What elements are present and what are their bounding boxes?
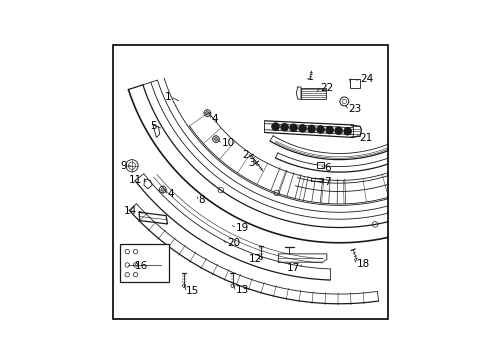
Bar: [120, 244, 168, 282]
Text: 19: 19: [235, 222, 248, 233]
Circle shape: [280, 123, 288, 131]
Text: 11: 11: [129, 175, 142, 185]
Text: 8: 8: [198, 195, 204, 205]
Text: 7: 7: [324, 177, 330, 187]
Text: 4: 4: [211, 114, 218, 123]
Bar: [300, 87, 325, 99]
Text: 15: 15: [186, 286, 199, 296]
Text: 9: 9: [121, 161, 127, 171]
Circle shape: [343, 127, 351, 135]
Text: 18: 18: [356, 258, 369, 269]
Bar: [316, 162, 324, 168]
Text: 10: 10: [221, 138, 234, 148]
Text: 22: 22: [320, 83, 333, 93]
Text: 12: 12: [248, 254, 261, 264]
Text: 24: 24: [359, 74, 373, 84]
Text: 21: 21: [359, 133, 372, 143]
Text: 5: 5: [150, 121, 157, 131]
Text: 6: 6: [324, 163, 330, 174]
Text: 14: 14: [124, 206, 137, 216]
Circle shape: [271, 123, 279, 131]
Text: 2: 2: [242, 150, 249, 159]
Circle shape: [307, 125, 315, 133]
Text: 16: 16: [135, 261, 148, 271]
Text: 23: 23: [347, 104, 361, 114]
Bar: [349, 79, 359, 87]
Circle shape: [298, 125, 306, 132]
Circle shape: [325, 126, 333, 134]
Text: 17: 17: [286, 263, 300, 273]
Text: 3: 3: [247, 158, 254, 168]
Circle shape: [289, 124, 297, 132]
Circle shape: [316, 126, 324, 133]
Text: 1: 1: [164, 92, 171, 102]
Text: 13: 13: [235, 285, 248, 296]
Text: 4: 4: [167, 189, 174, 199]
Text: 20: 20: [226, 238, 240, 248]
Circle shape: [334, 127, 342, 135]
